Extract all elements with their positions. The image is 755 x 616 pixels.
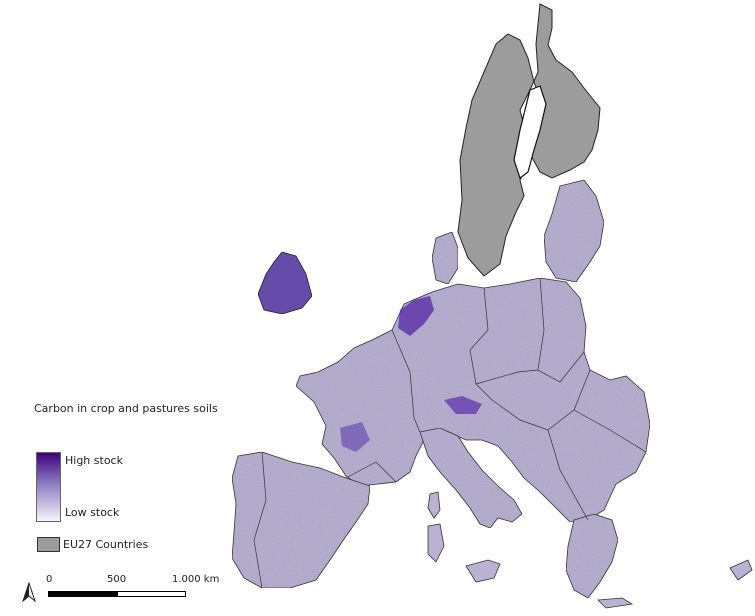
iberia-region: [231, 451, 371, 589]
high-stock-alps: [444, 396, 482, 414]
greece-region: [565, 513, 619, 599]
scale-bar-segment-1: [48, 591, 117, 597]
baltic-states-region: [543, 179, 605, 283]
ireland-region: [257, 251, 313, 315]
scale-label-500: 500: [107, 574, 127, 585]
gulf-of-bothnia: [513, 85, 547, 179]
north-arrow-icon: [22, 582, 36, 602]
high-stock-netherlands: [398, 296, 434, 336]
denmark-region: [431, 231, 459, 285]
legend-countries-swatch: [37, 537, 60, 552]
high-stock-france: [340, 422, 370, 452]
corsica-sardinia-islands: [427, 491, 445, 563]
legend-countries-label: EU27 Countries: [63, 538, 149, 551]
legend-high-label: High stock: [65, 454, 123, 467]
cyprus-crete-islands: [597, 559, 753, 609]
scale-label-1000: 1.000 km: [172, 574, 220, 585]
legend-color-ramp: [36, 452, 61, 522]
country-borders: [253, 277, 647, 589]
scale-bar-segment-2: [117, 591, 186, 597]
italy-region: [419, 427, 523, 529]
legend-low-label: Low stock: [65, 506, 120, 519]
continental-europe-region: [295, 277, 651, 523]
legend-title: Carbon in crop and pastures soils: [34, 402, 218, 415]
scale-label-0: 0: [46, 574, 53, 585]
sicily-island: [465, 559, 501, 583]
